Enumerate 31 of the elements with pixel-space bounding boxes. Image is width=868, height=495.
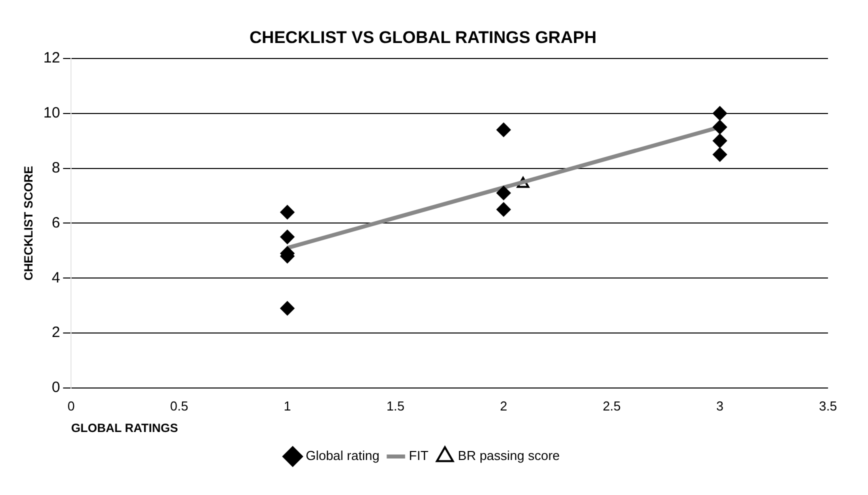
chart-title: CHECKLIST VS GLOBAL RATINGS GRAPH bbox=[250, 28, 596, 47]
y-tick-label: 10 bbox=[43, 104, 60, 122]
x-tick-label: 1 bbox=[284, 398, 291, 414]
y-axis-title: CHECKLIST SCORE bbox=[22, 166, 36, 281]
x-tick-label: 1.5 bbox=[386, 398, 405, 414]
legend-label: FIT bbox=[408, 448, 428, 464]
point bbox=[280, 205, 294, 220]
point bbox=[280, 230, 294, 244]
legend-label: Global rating bbox=[306, 448, 380, 464]
point bbox=[712, 106, 727, 120]
point bbox=[712, 134, 727, 148]
point bbox=[712, 148, 727, 162]
x-tick-label: 2.5 bbox=[602, 398, 621, 414]
y-tick-label: 6 bbox=[52, 214, 60, 232]
point bbox=[712, 120, 727, 134]
point bbox=[496, 186, 511, 200]
y-tick-label: 0 bbox=[52, 379, 60, 396]
legend-label: BR passing score bbox=[458, 448, 560, 464]
point bbox=[496, 122, 511, 137]
x-tick-label: 0.5 bbox=[170, 398, 188, 414]
x-tick-label: 2 bbox=[500, 398, 508, 414]
x-axis-title: GLOBAL RATINGS bbox=[71, 421, 178, 436]
point bbox=[280, 301, 294, 316]
y-tick-label: 2 bbox=[52, 324, 60, 342]
y-tick-label: 12 bbox=[43, 50, 60, 67]
y-tick-label: 8 bbox=[52, 159, 60, 176]
x-tick-label: 3 bbox=[716, 398, 724, 414]
x-tick-label: 3.5 bbox=[818, 398, 838, 414]
x-tick-label: 0 bbox=[67, 398, 75, 414]
y-tick-label: 4 bbox=[52, 269, 60, 286]
point bbox=[496, 202, 511, 216]
